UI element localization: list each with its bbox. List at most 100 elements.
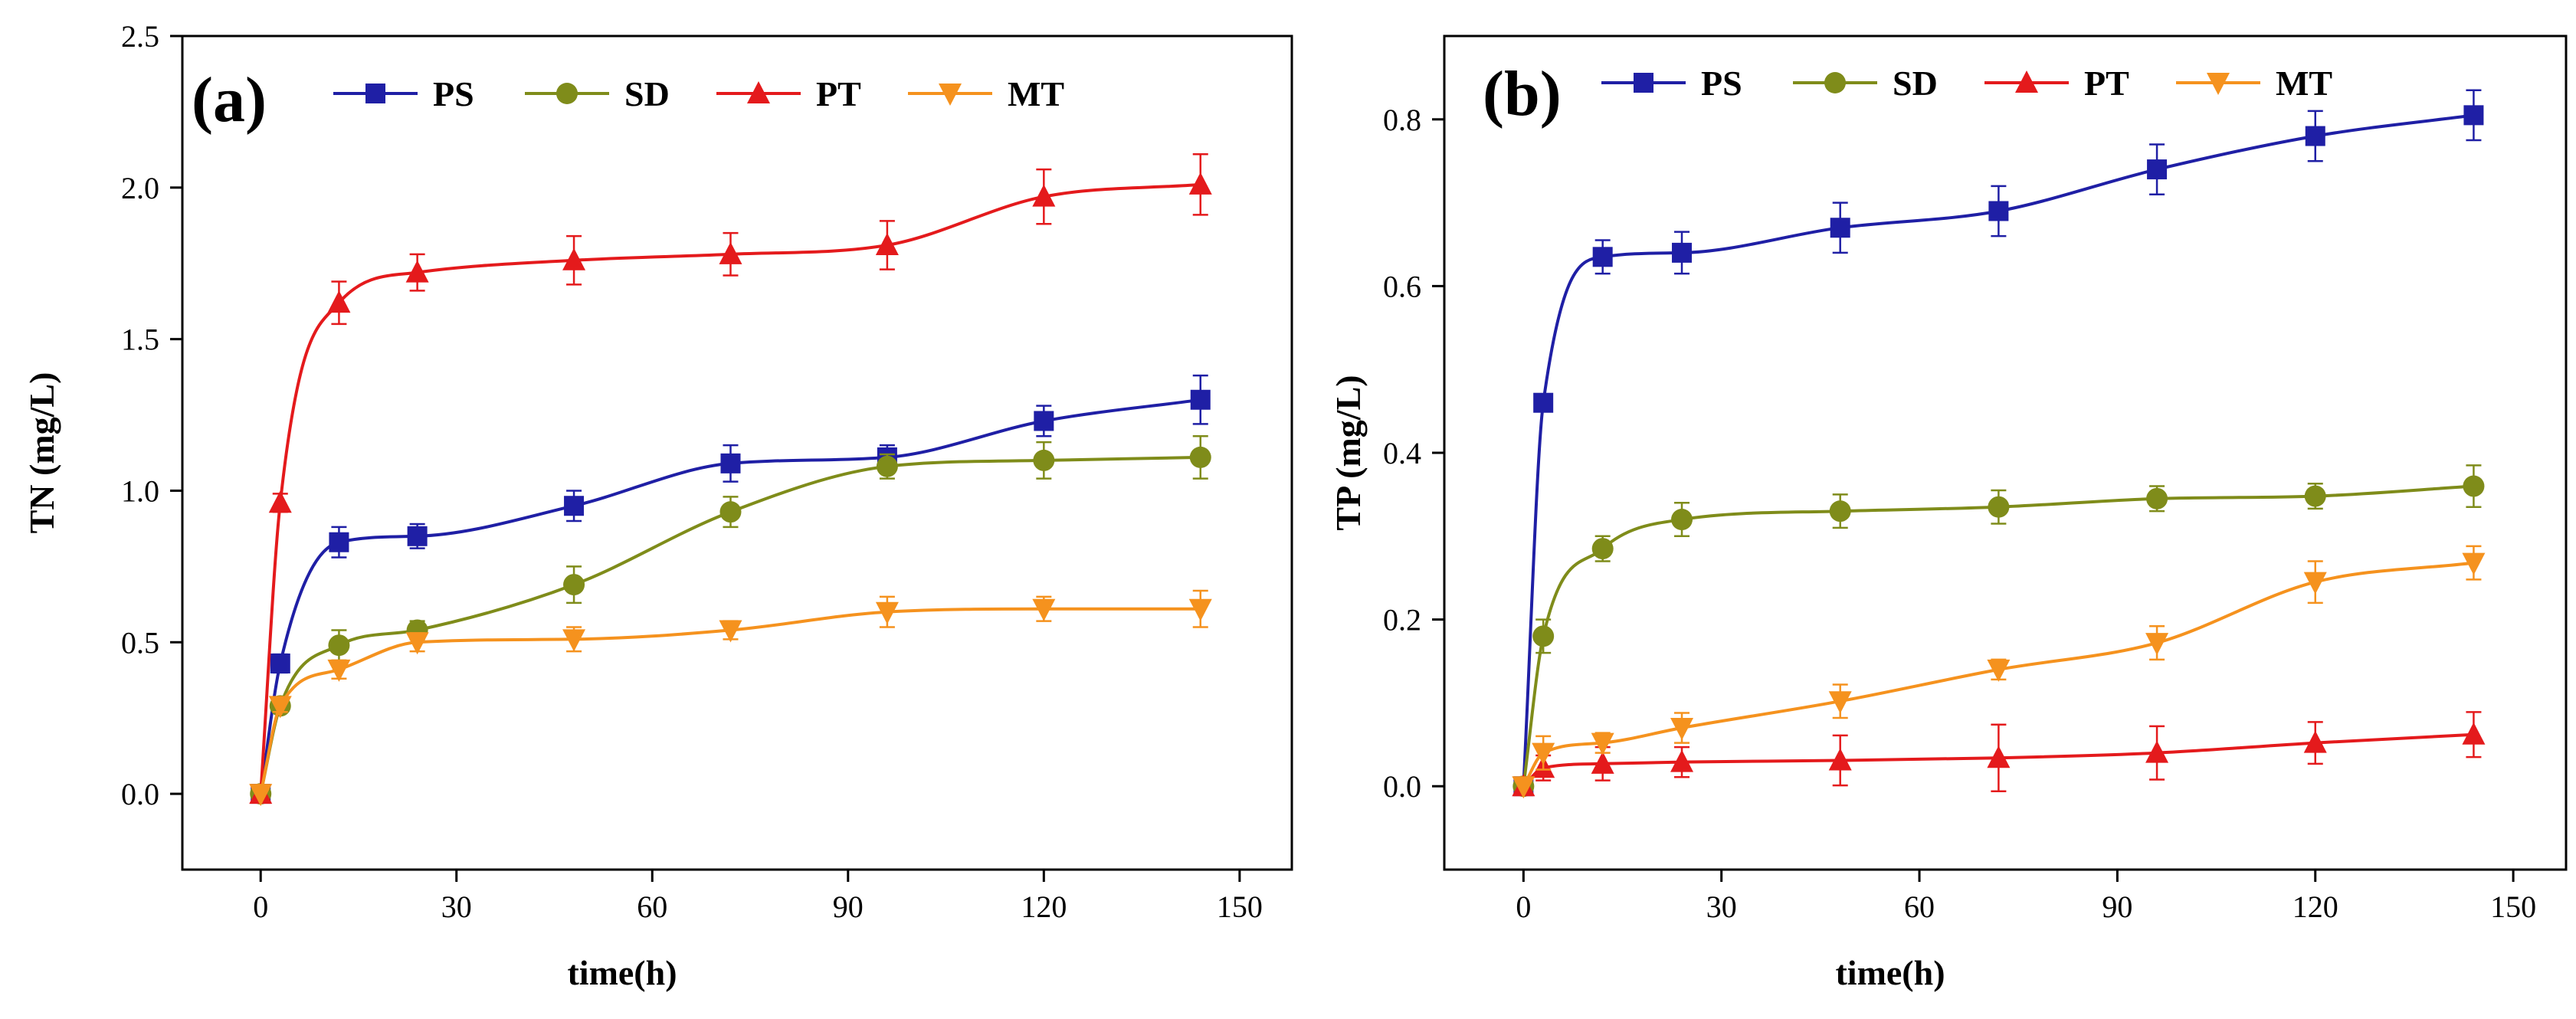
data-point: [2305, 126, 2325, 146]
x-tick-label: 60: [637, 890, 667, 924]
legend-label: SD: [1893, 64, 1938, 103]
plot-frame: [1443, 34, 2568, 871]
data-point: [2304, 485, 2326, 507]
legend-entry-pt: PT: [1984, 64, 2129, 103]
legend-entry-ps: PS: [333, 74, 474, 113]
legend-marker: [1634, 73, 1653, 93]
y-tick-label: 0.4: [1383, 436, 1421, 470]
data-point: [249, 784, 273, 807]
plot-frame: [181, 34, 1293, 871]
series-ps: [1513, 89, 2484, 797]
data-point: [1591, 732, 1614, 755]
chart-panel-b: 0 30 60 90 120 150 0.0 0.2 0.4 0.6 0.8 time(h) TP (m…: [1329, 34, 2568, 992]
y-tick-label: 1.5: [121, 323, 159, 357]
data-point: [1034, 411, 1054, 431]
data-point: [1032, 184, 1056, 207]
data-point: [2145, 633, 2169, 656]
data-point: [1188, 172, 1212, 195]
y-tick-label: 2.5: [121, 19, 159, 54]
data-point: [1188, 598, 1212, 621]
legend-marker: [2207, 73, 2230, 95]
data-point: [2146, 487, 2168, 510]
x-tick-label: 150: [1217, 890, 1263, 924]
x-axis-label: time(h): [567, 953, 677, 992]
x-tick-label: 0: [1516, 890, 1531, 924]
data-point: [2147, 159, 2168, 180]
data-point: [1987, 745, 2011, 768]
x-axis-label: time(h): [1835, 953, 1945, 992]
legend-label: MT: [1008, 74, 1064, 113]
legend-label: SD: [624, 74, 670, 113]
series-line: [259, 455, 1201, 795]
data-point: [1671, 509, 1693, 531]
data-point: [1512, 776, 1535, 799]
data-point: [2463, 105, 2484, 126]
data-point: [875, 232, 899, 255]
y-tick-label: 0.2: [1383, 603, 1421, 637]
data-point: [268, 490, 292, 513]
data-point: [2303, 572, 2327, 595]
legend-label: PT: [2084, 64, 2129, 103]
data-point: [2463, 475, 2485, 497]
data-point: [1988, 201, 2009, 221]
data-point: [1189, 446, 1211, 468]
series-line: [259, 398, 1201, 795]
x-tick-label: 30: [441, 890, 472, 924]
data-point: [876, 455, 898, 477]
data-point: [720, 453, 741, 473]
legend-marker: [556, 83, 578, 104]
legend-entry-sd: SD: [525, 74, 670, 113]
legend-label: PT: [816, 74, 861, 113]
x-tick-label: 120: [1021, 890, 1067, 924]
x-tick-label: 0: [253, 890, 268, 924]
y-tick-label: 2.0: [121, 171, 159, 205]
data-point: [1670, 749, 1694, 772]
data-point: [407, 526, 428, 546]
data-point: [405, 632, 429, 655]
series-line: [1522, 484, 2474, 787]
data-point: [327, 290, 351, 313]
x-tick-label: 30: [1706, 890, 1737, 924]
series-line: [259, 607, 1201, 795]
data-point: [719, 241, 742, 264]
data-point: [563, 574, 585, 596]
data-point: [562, 629, 586, 652]
legend-entry-mt: MT: [908, 74, 1064, 113]
y-tick-label: 1.0: [121, 473, 159, 508]
data-point: [2462, 722, 2486, 745]
legend-entry-ps: PS: [1601, 64, 1742, 103]
data-point: [562, 247, 586, 270]
y-tick-label: 0.8: [1383, 103, 1421, 137]
x-tick-label: 90: [2102, 890, 2132, 924]
data-point: [1592, 247, 1613, 267]
data-point: [2462, 552, 2486, 575]
legend-marker: [2015, 70, 2038, 93]
data-point: [327, 659, 351, 682]
data-point: [1670, 718, 1694, 741]
data-point: [875, 601, 899, 624]
panel-label: (a): [192, 64, 267, 136]
x-tick-label: 60: [1904, 890, 1935, 924]
series-pt: [249, 153, 1212, 804]
data-point: [1829, 500, 1851, 523]
data-point: [719, 620, 742, 643]
chart-panel-a: 0 30 60 90 120 150 0.0 0.5 1.0 1.5 2.0 2.5 time(h) TN…: [22, 19, 1293, 992]
series-mt: [1512, 545, 2486, 799]
data-point: [405, 260, 429, 283]
legend-marker: [747, 81, 770, 103]
data-point: [1672, 242, 1693, 263]
data-point: [1533, 392, 1554, 413]
data-point: [1532, 742, 1555, 765]
series-mt: [249, 589, 1212, 807]
y-axis-label: TP (mg/L): [1329, 375, 1368, 530]
y-tick-label: 0.5: [121, 625, 159, 660]
data-point: [1828, 691, 1852, 714]
data-point: [1987, 659, 2011, 682]
legend-label: PS: [1701, 64, 1742, 103]
x-tick-label: 150: [2490, 890, 2536, 924]
data-point: [2303, 730, 2327, 753]
data-point: [1830, 218, 1850, 238]
legend-label: MT: [2276, 64, 2332, 103]
